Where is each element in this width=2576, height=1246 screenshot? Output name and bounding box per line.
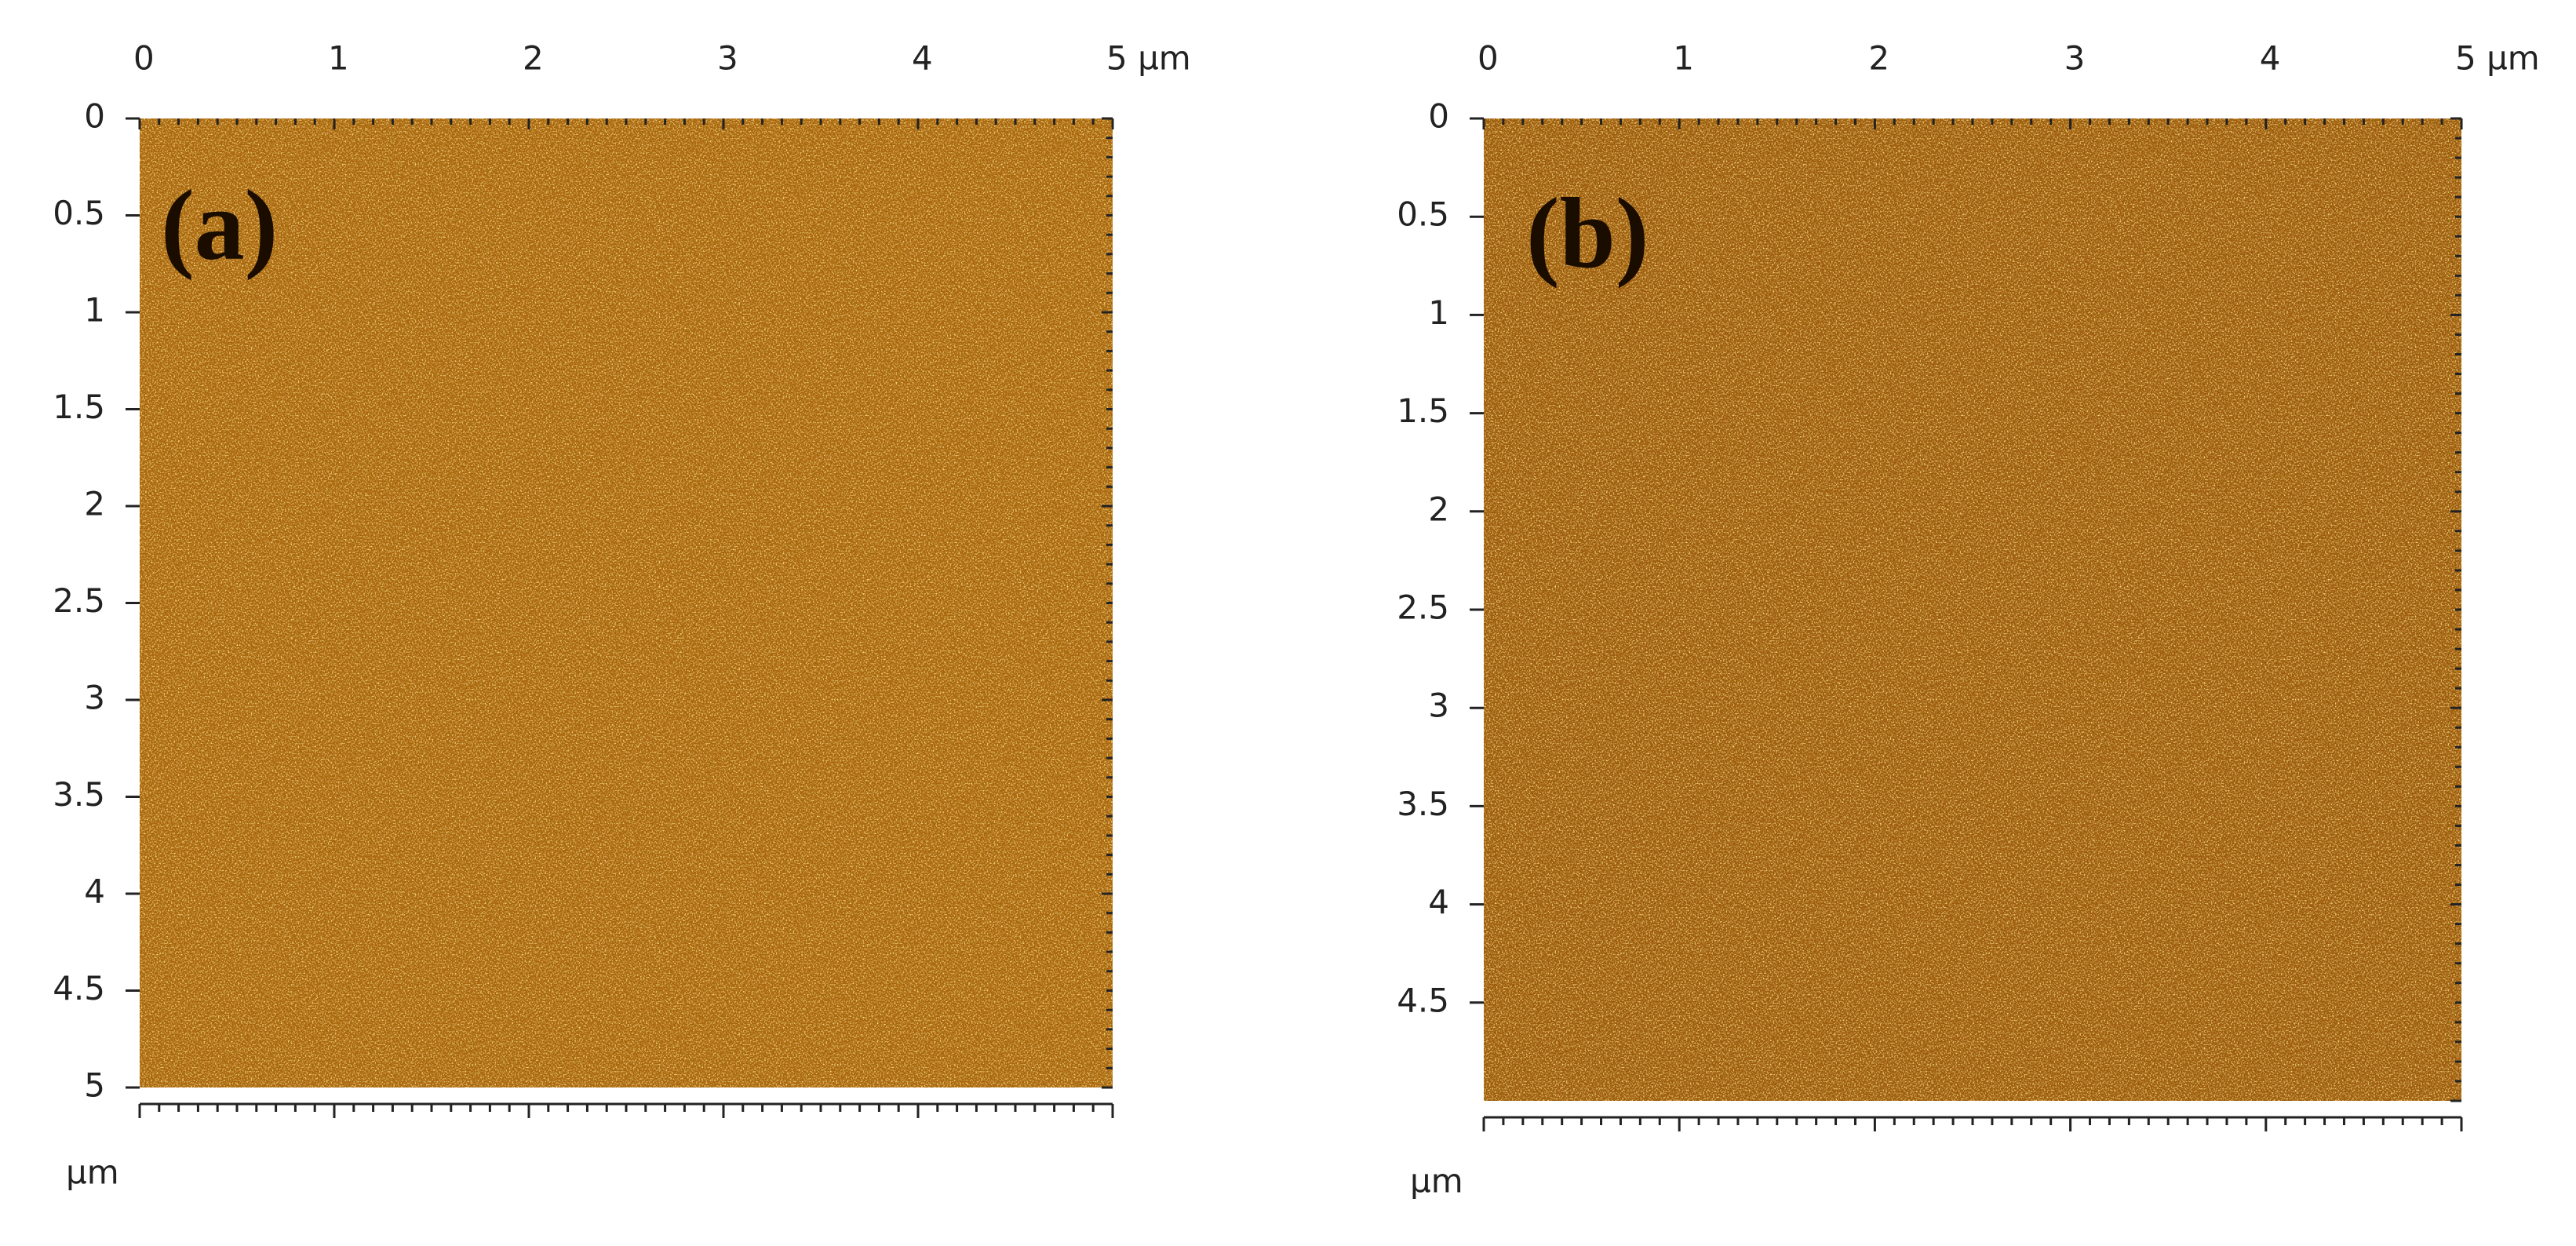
y-tick-label: 0 bbox=[1428, 97, 1449, 136]
y-tick-label: 2 bbox=[1428, 490, 1449, 528]
x-tick-label: 1 bbox=[328, 39, 349, 78]
x-tick-label: 1 bbox=[1673, 39, 1694, 78]
x-tick-label: 3 bbox=[2064, 39, 2086, 78]
x-tick-label: 2 bbox=[1868, 39, 1889, 78]
x-tick-label: 4 bbox=[912, 39, 933, 78]
y-tick-label: 2.5 bbox=[1397, 588, 1449, 627]
y-tick-label: 0.5 bbox=[53, 194, 105, 232]
y-tick-label: 5 bbox=[84, 1066, 105, 1105]
y-tick-label: 3 bbox=[84, 679, 105, 717]
y-tick-label: 1.5 bbox=[53, 388, 105, 426]
x-tick-label: 2 bbox=[523, 39, 544, 78]
y-tick-label: 1.5 bbox=[1397, 392, 1449, 430]
x-tick-label: 3 bbox=[717, 39, 738, 78]
y-tick-label: 3.5 bbox=[1397, 785, 1449, 823]
y-tick-label: 0 bbox=[84, 97, 105, 136]
x-tick-label: 5 µm bbox=[2455, 39, 2540, 78]
afm-image-texture bbox=[140, 118, 1113, 1088]
axis-unit: µm bbox=[66, 1153, 119, 1192]
x-tick-label: 4 bbox=[2260, 39, 2281, 78]
y-tick-label: 4.5 bbox=[1397, 981, 1449, 1019]
x-tick-label: 0 bbox=[1477, 39, 1499, 78]
y-tick-label: 1 bbox=[1428, 293, 1449, 332]
y-tick-label: 0.5 bbox=[1397, 195, 1449, 234]
y-tick-label: 2.5 bbox=[53, 581, 105, 620]
y-tick-label: 4 bbox=[84, 873, 105, 911]
panel-label: (a) bbox=[161, 169, 278, 281]
y-tick-label: 4 bbox=[1428, 883, 1449, 921]
afm-image-texture bbox=[1484, 118, 2461, 1101]
x-tick-label: 0 bbox=[133, 39, 155, 78]
y-tick-label: 4.5 bbox=[53, 969, 105, 1007]
y-tick-label: 2 bbox=[84, 485, 105, 523]
x-tick-label: 5 µm bbox=[1106, 39, 1191, 78]
axis-unit: µm bbox=[1410, 1162, 1463, 1200]
y-tick-label: 3.5 bbox=[53, 775, 105, 814]
panel-label: (b) bbox=[1526, 177, 1649, 289]
y-tick-label: 1 bbox=[84, 291, 105, 330]
y-tick-label: 3 bbox=[1428, 687, 1449, 725]
